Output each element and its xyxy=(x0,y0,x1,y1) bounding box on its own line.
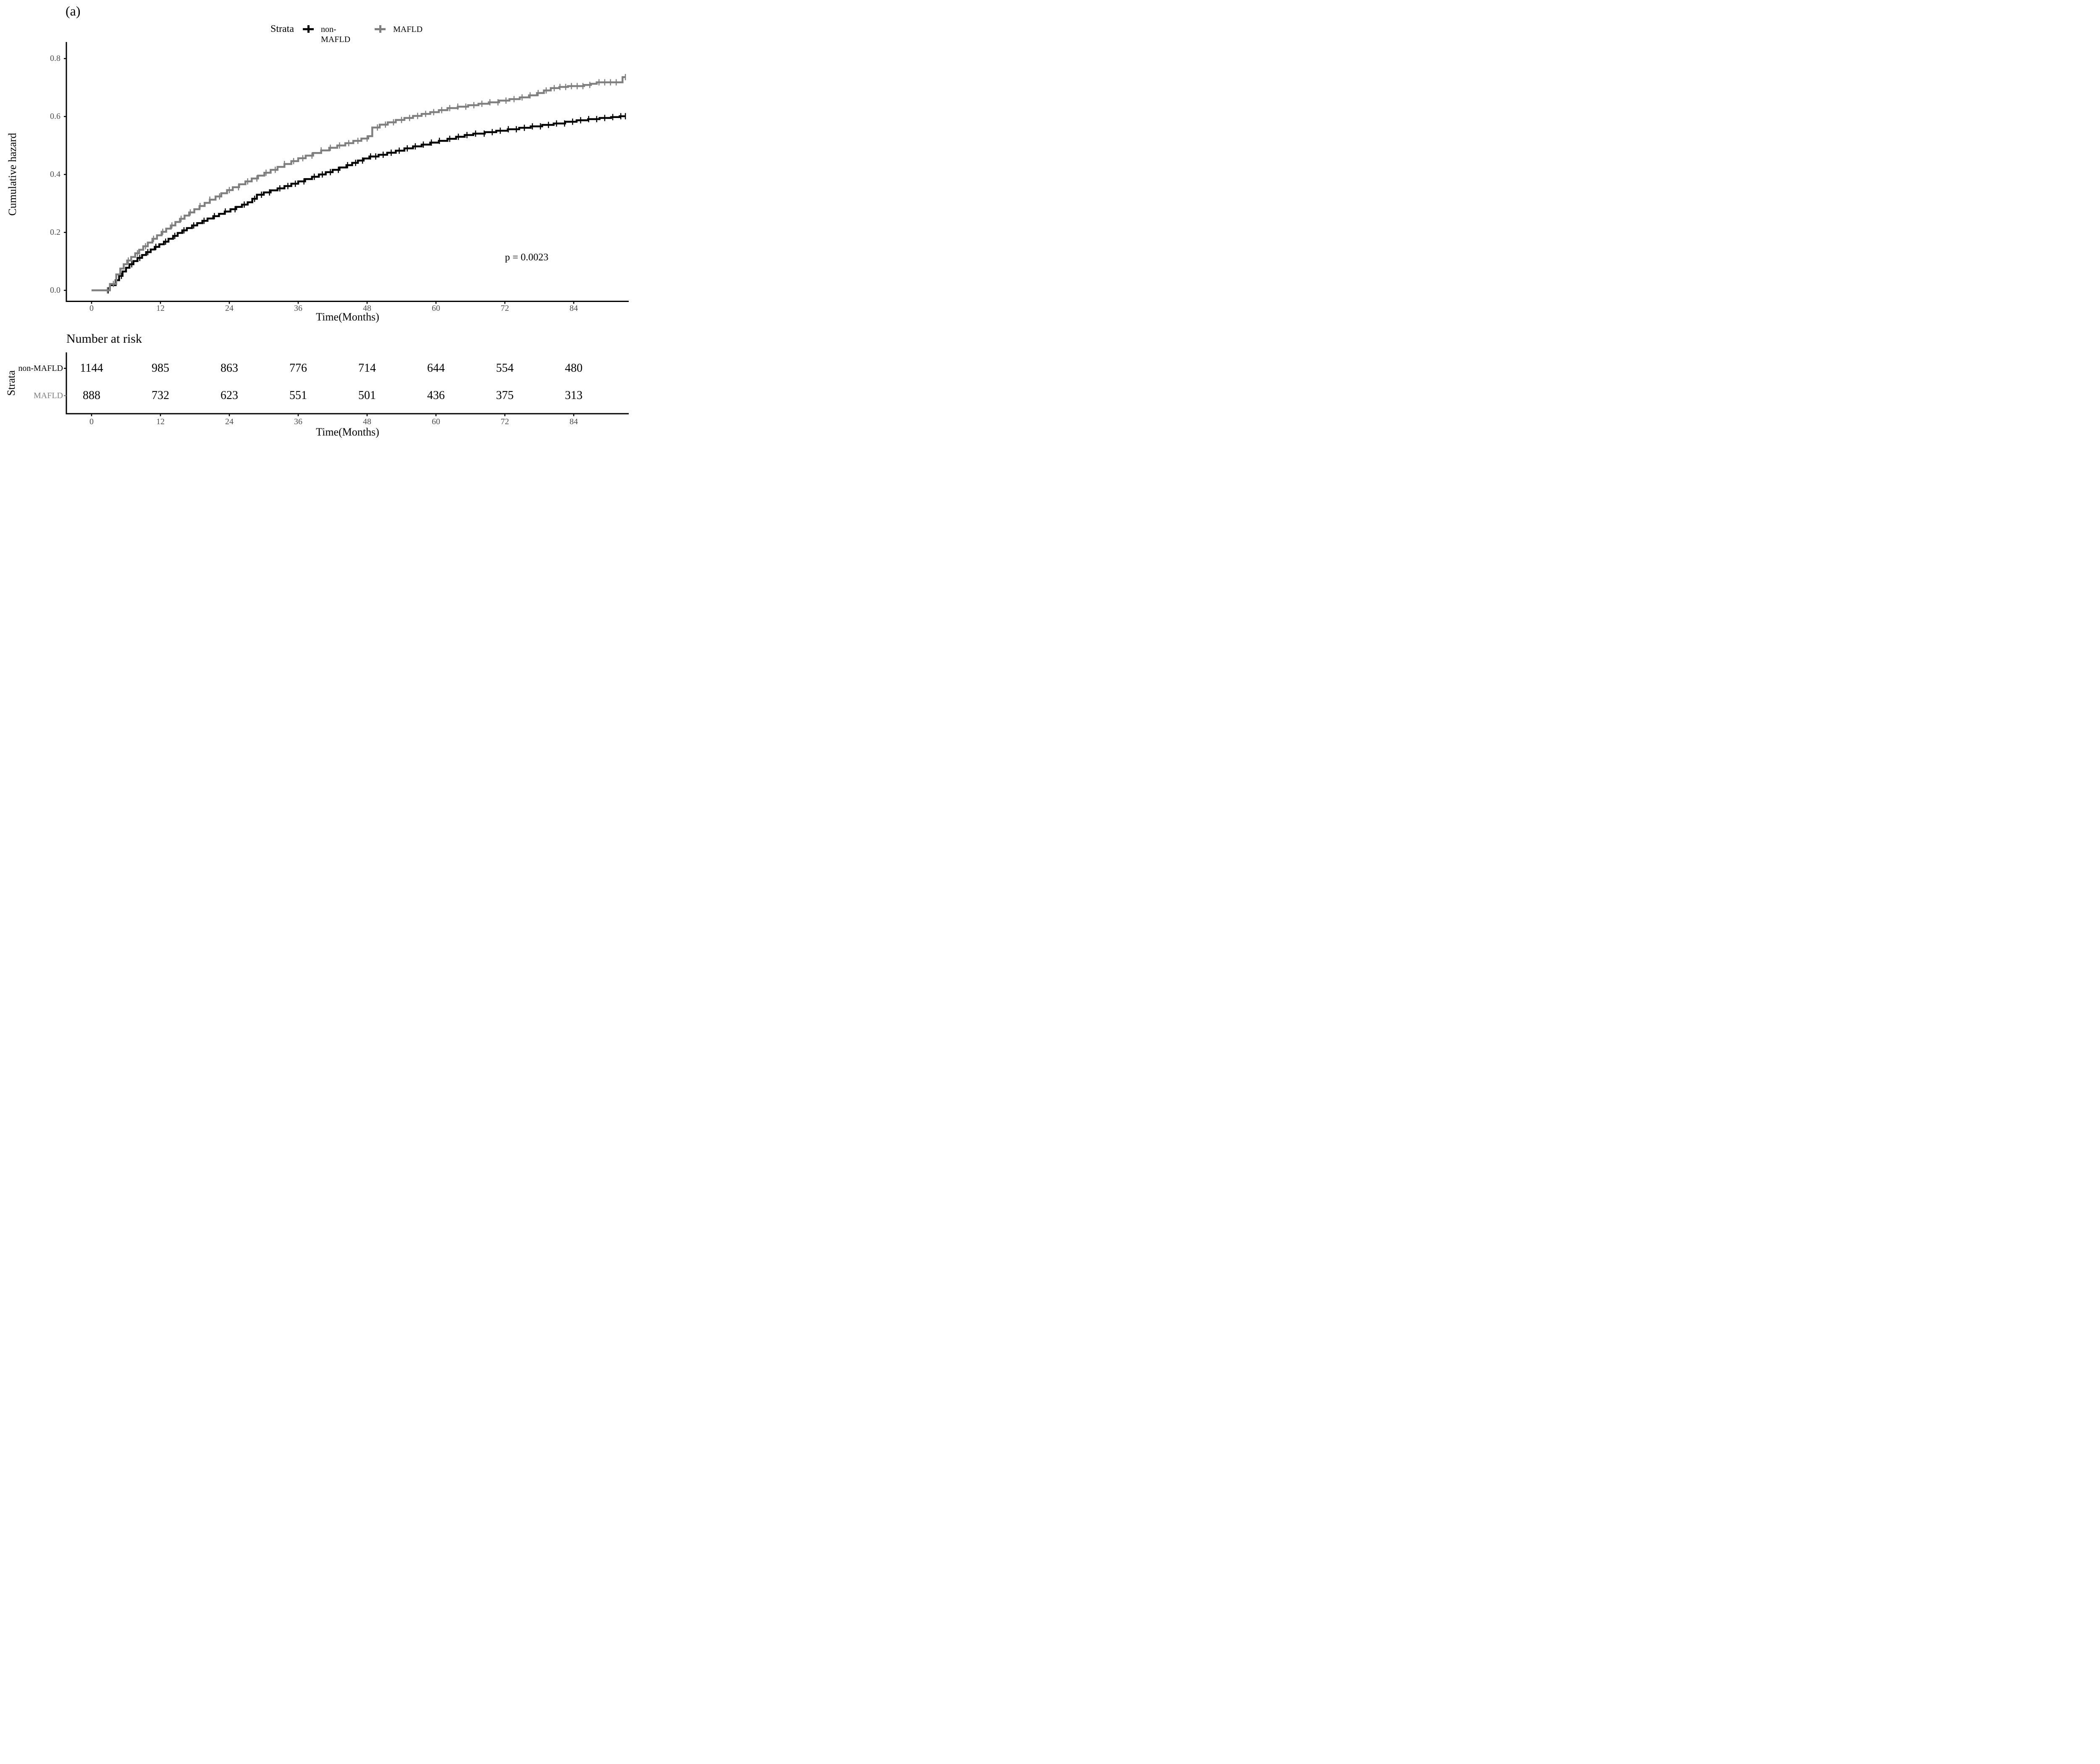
y-tick-label: 0.4 xyxy=(50,170,60,179)
panel-label: (a) xyxy=(66,3,81,18)
risk-count-MAFLD: 623 xyxy=(220,389,238,402)
x-tick-label: 0 xyxy=(89,303,94,313)
figure-panel: (a) Strata non-MAFLD MAFLD Cumulative ha… xyxy=(0,0,630,441)
x-tick-label: 84 xyxy=(570,303,578,313)
risk-count-non-MAFLD: 1144 xyxy=(80,362,103,375)
legend-item-non-mafld-label: non-MAFLD xyxy=(321,25,351,44)
risk-count-non-MAFLD: 985 xyxy=(152,362,169,375)
p-value-annotation: p = 0.0023 xyxy=(505,252,549,263)
risk-x-tick-label: 36 xyxy=(294,417,302,426)
risk-count-non-MAFLD: 480 xyxy=(565,362,583,375)
risk-table-title: Number at risk xyxy=(66,332,142,346)
risk-count-MAFLD: 732 xyxy=(152,389,169,402)
x-tick-label: 24 xyxy=(225,303,234,313)
y-tick-label: 0.0 xyxy=(50,286,60,295)
risk-x-tick-label: 72 xyxy=(501,417,509,426)
x-tick-label: 72 xyxy=(501,303,509,313)
risk-x-tick-label: 0 xyxy=(89,417,94,426)
x-axis-title: Time(Months) xyxy=(316,311,379,323)
risk-count-MAFLD: 436 xyxy=(427,389,445,402)
risk-count-MAFLD: 888 xyxy=(83,389,100,402)
risk-x-tick-label: 24 xyxy=(225,417,234,426)
y-tick-label: 0.8 xyxy=(50,54,60,63)
risk-x-tick-label: 84 xyxy=(570,417,578,426)
x-tick-label: 12 xyxy=(156,303,165,313)
x-tick-label: 36 xyxy=(294,303,302,313)
survival-curves-svg xyxy=(64,42,629,416)
legend-item-mafld-label: MAFLD xyxy=(393,25,423,34)
risk-count-MAFLD: 313 xyxy=(565,389,583,402)
legend-key-non-mafld-icon xyxy=(303,25,314,33)
risk-row-label-mafld: MAFLD xyxy=(33,391,63,400)
risk-table-axis-title: Strata xyxy=(5,370,17,396)
risk-count-MAFLD: 501 xyxy=(358,389,376,402)
risk-row-label-non-mafld: non-MAFLD xyxy=(18,364,63,373)
risk-count-non-MAFLD: 644 xyxy=(427,362,445,375)
x-tick-label: 60 xyxy=(432,303,441,313)
risk-x-tick-label: 60 xyxy=(432,417,441,426)
curve-MAFLD xyxy=(92,76,626,291)
risk-count-non-MAFLD: 554 xyxy=(496,362,514,375)
risk-x-tick-label: 48 xyxy=(363,417,372,426)
risk-count-MAFLD: 551 xyxy=(289,389,307,402)
risk-x-axis-title: Time(Months) xyxy=(316,426,379,438)
y-tick-label: 0.6 xyxy=(50,112,60,121)
risk-count-non-MAFLD: 714 xyxy=(358,362,376,375)
legend-key-mafld-icon xyxy=(375,25,386,33)
risk-count-non-MAFLD: 776 xyxy=(289,362,307,375)
risk-count-MAFLD: 375 xyxy=(496,389,514,402)
x-tick-label: 48 xyxy=(363,303,372,313)
legend-title: Strata xyxy=(270,24,294,34)
risk-x-tick-label: 12 xyxy=(156,417,165,426)
risk-count-non-MAFLD: 863 xyxy=(220,362,238,375)
curve-non-MAFLD xyxy=(92,115,626,291)
y-tick-label: 0.2 xyxy=(50,228,60,237)
